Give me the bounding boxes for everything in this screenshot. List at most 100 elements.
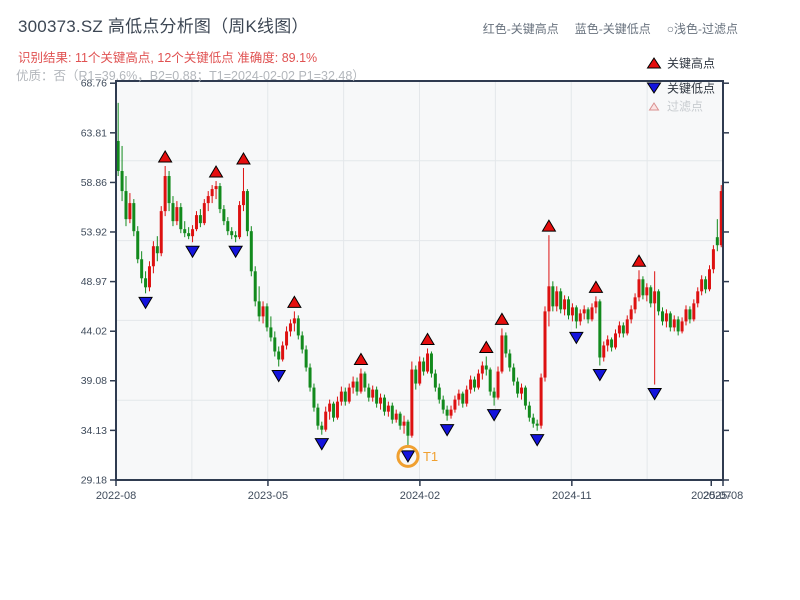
candle-up: [555, 291, 559, 307]
candle-down: [461, 393, 465, 404]
candle-up: [637, 279, 641, 298]
candle-down: [132, 203, 136, 232]
legend-note-filtered: ○浅色-过滤点: [666, 22, 738, 36]
candle-up: [617, 325, 621, 334]
candle-down: [304, 349, 308, 368]
candles-layer: [116, 102, 723, 447]
key-low-marker: [228, 245, 244, 259]
legend-key-high-icon: [646, 57, 662, 69]
candle-down: [124, 191, 128, 220]
candle-down: [551, 286, 555, 307]
y-tick-label: 34.13: [81, 425, 107, 437]
key-low-marker: [439, 424, 455, 437]
candle-down: [234, 235, 238, 238]
candle-up: [202, 203, 206, 224]
candle-up: [692, 303, 696, 320]
key-high-marker: [353, 352, 369, 366]
candle-down: [363, 373, 367, 388]
candle-up: [194, 215, 198, 230]
candle-up: [633, 297, 637, 310]
candle-down: [116, 140, 120, 172]
candle-up: [563, 299, 567, 310]
candle-up: [606, 339, 610, 346]
candle-down: [398, 413, 402, 426]
candle-down: [704, 279, 708, 290]
candle-down: [610, 339, 614, 348]
legend-label: 关键高点: [667, 56, 715, 71]
candle-down: [473, 379, 477, 388]
candle-down: [245, 191, 249, 232]
candle-down: [668, 313, 672, 328]
candle-up: [285, 331, 289, 346]
key-high-marker: [236, 152, 251, 165]
legend-filtered-icon: [648, 102, 660, 111]
candle-up: [449, 409, 453, 416]
candle-down: [433, 373, 437, 388]
candle-up: [653, 291, 657, 304]
legend-note-key-high: 红色-关键高点: [482, 22, 559, 36]
candle-down: [273, 337, 277, 352]
candle-down: [657, 291, 661, 312]
y-tick-label: 48.97: [81, 276, 107, 288]
markers-layer: [138, 150, 663, 463]
candle-up: [578, 313, 582, 322]
x-tick-label: 2025-08: [703, 490, 743, 502]
candle-up: [539, 377, 543, 426]
page-title: 300373.SZ 高低点分析图（周K线图）: [18, 17, 309, 36]
candle-up: [500, 335, 504, 372]
candle-up: [128, 203, 132, 220]
candle-down: [300, 335, 304, 350]
candle-up: [328, 403, 332, 412]
candle-down: [120, 171, 124, 192]
candle-down: [140, 259, 144, 279]
candle-down: [527, 405, 531, 418]
legend-key-low-icon: [646, 82, 662, 94]
candle-down: [523, 387, 527, 406]
candle-down: [559, 291, 563, 310]
candle-down: [567, 299, 571, 316]
candle-up: [469, 379, 473, 390]
candle-up: [457, 393, 461, 400]
candle-up: [339, 391, 343, 402]
candle-down: [355, 381, 359, 392]
candle-up: [402, 421, 406, 426]
y-tick-label: 68.76: [81, 78, 107, 90]
y-tick-label: 44.02: [81, 326, 107, 338]
candle-up: [371, 389, 375, 398]
candle-up: [520, 387, 524, 394]
candle-up: [159, 211, 163, 254]
candle-down: [512, 367, 516, 382]
key-high-marker: [631, 254, 647, 267]
candle-down: [598, 301, 602, 358]
x-tick-label: 2022-08: [96, 490, 136, 502]
candle-up: [700, 279, 704, 292]
candle-down: [492, 391, 496, 398]
candle-down: [343, 391, 347, 402]
candle-down: [715, 237, 719, 246]
quality-result-text: 优质：否（R1=39.6%，B2=0.88；T1=2024-02-02 P1=3…: [16, 69, 365, 83]
candle-up: [645, 287, 649, 296]
candle-down: [198, 215, 202, 224]
y-tick-label: 53.92: [81, 226, 107, 238]
candle-up: [347, 387, 351, 402]
t1-circle: [396, 444, 420, 468]
candle-up: [288, 323, 292, 332]
legend-label: 过滤点: [667, 100, 703, 114]
y-tick-label: 63.81: [81, 127, 107, 139]
y-tick-label: 29.18: [81, 475, 107, 487]
candle-up: [238, 205, 242, 238]
candle-up: [426, 353, 430, 372]
candle-down: [183, 229, 187, 234]
candle-down: [382, 397, 386, 412]
candle-down: [222, 209, 226, 222]
candle-up: [386, 405, 390, 412]
candle-up: [711, 249, 715, 270]
candle-up: [359, 373, 363, 392]
key-low-marker: [314, 438, 330, 451]
candle-up: [453, 399, 457, 410]
candle-down: [308, 367, 312, 388]
candle-down: [296, 318, 300, 336]
candle-down: [531, 417, 535, 424]
x-tick-label: 2023-05: [248, 490, 288, 502]
candle-down: [621, 325, 625, 334]
